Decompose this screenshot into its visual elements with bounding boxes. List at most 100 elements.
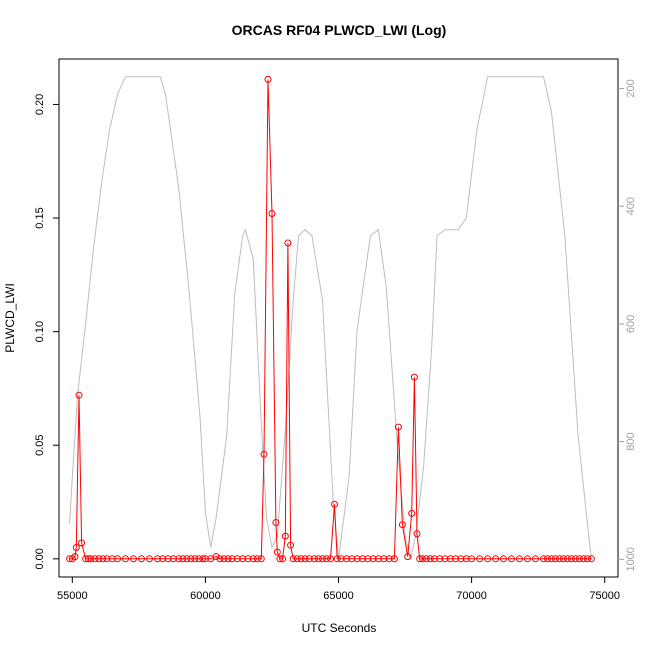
- data-point: [273, 548, 281, 556]
- data-point: [544, 555, 551, 563]
- data-point: [287, 541, 295, 549]
- data-point: [575, 555, 583, 563]
- plot-frame: [58, 58, 619, 578]
- data-point: [99, 555, 107, 563]
- data-point: [364, 555, 372, 563]
- data-point: [95, 555, 103, 563]
- data-point: [233, 555, 241, 563]
- data-point: [315, 555, 322, 563]
- data-point: [579, 555, 587, 563]
- altitude-line: [69, 76, 592, 560]
- data-point: [563, 555, 571, 563]
- data-point: [108, 555, 116, 563]
- data-point: [224, 555, 232, 563]
- data-point: [408, 509, 416, 517]
- data-point: [260, 450, 268, 458]
- data-point: [327, 555, 334, 563]
- data-point: [551, 555, 559, 563]
- data-point: [348, 555, 356, 563]
- data-point: [164, 555, 172, 563]
- data-point: [71, 553, 79, 561]
- data-point: [323, 555, 330, 563]
- data-point: [239, 555, 247, 563]
- data-point: [138, 555, 145, 563]
- data-point: [452, 555, 460, 563]
- data-point: [72, 544, 80, 551]
- data-point: [78, 539, 86, 547]
- data-point: [84, 555, 92, 563]
- right-y-tick-label: 200: [625, 79, 637, 97]
- plwcd-series: [66, 75, 595, 563]
- plwcd-line: [69, 79, 592, 560]
- data-point: [253, 555, 261, 563]
- chart-title: ORCAS RF04 PLWCD_LWI (Log): [232, 22, 447, 38]
- x-tick-label: 75000: [589, 590, 620, 602]
- data-point: [468, 555, 476, 563]
- x-tick-label: 55000: [57, 590, 88, 602]
- data-point: [587, 555, 595, 563]
- data-point: [103, 555, 111, 563]
- right-y-tick-label: 800: [625, 432, 637, 450]
- data-point: [333, 555, 341, 563]
- data-point: [159, 555, 167, 563]
- right-y-axis: 200 400 600 800 1000: [618, 79, 637, 572]
- data-point: [404, 553, 412, 561]
- data-point: [293, 555, 301, 563]
- x-axis: 55000 60000 65000 70000 75000: [57, 577, 620, 602]
- data-point: [91, 555, 99, 563]
- x-tick-label: 60000: [190, 590, 221, 602]
- data-point: [305, 555, 313, 563]
- data-point: [559, 555, 567, 563]
- data-point: [284, 239, 292, 247]
- data-point: [410, 373, 418, 381]
- data-point: [457, 555, 465, 563]
- data-point: [220, 555, 228, 563]
- data-point: [179, 555, 187, 563]
- data-point: [199, 555, 207, 563]
- data-point: [380, 555, 388, 563]
- data-point: [264, 75, 272, 83]
- data-point: [492, 555, 500, 563]
- y-tick-label: 0.00: [34, 548, 46, 569]
- data-point: [446, 555, 454, 563]
- y-tick-label: 0.15: [34, 207, 46, 228]
- data-point: [422, 555, 430, 563]
- data-point: [281, 532, 289, 540]
- data-point: [567, 555, 575, 563]
- data-point: [374, 555, 382, 563]
- data-point: [187, 555, 195, 563]
- data-point: [249, 555, 257, 563]
- data-point: [369, 555, 377, 563]
- data-point: [201, 555, 209, 563]
- right-y-tick-label: 1000: [625, 547, 637, 571]
- data-point: [337, 555, 345, 563]
- data-point: [484, 555, 492, 563]
- data-point: [441, 555, 449, 563]
- data-point: [353, 555, 361, 563]
- data-point: [394, 423, 402, 431]
- data-point: [146, 555, 153, 563]
- data-point: [87, 555, 95, 563]
- data-point: [516, 555, 523, 563]
- x-axis-label: UTC Seconds: [302, 621, 377, 635]
- data-point: [212, 553, 220, 561]
- data-point: [276, 555, 284, 563]
- data-point: [170, 555, 177, 563]
- x-tick-label: 65000: [323, 590, 354, 602]
- data-point: [183, 555, 191, 563]
- data-point: [130, 555, 137, 563]
- y-tick-label: 0.20: [34, 94, 46, 115]
- data-point: [244, 555, 252, 563]
- data-point: [508, 555, 515, 563]
- data-point: [571, 555, 579, 563]
- data-point: [114, 555, 122, 563]
- data-point: [289, 555, 297, 563]
- data-point: [216, 555, 224, 563]
- data-point: [462, 555, 470, 563]
- data-point: [430, 555, 438, 563]
- data-point: [426, 555, 434, 563]
- data-point: [195, 555, 203, 563]
- data-point: [532, 555, 539, 563]
- data-point: [583, 555, 591, 563]
